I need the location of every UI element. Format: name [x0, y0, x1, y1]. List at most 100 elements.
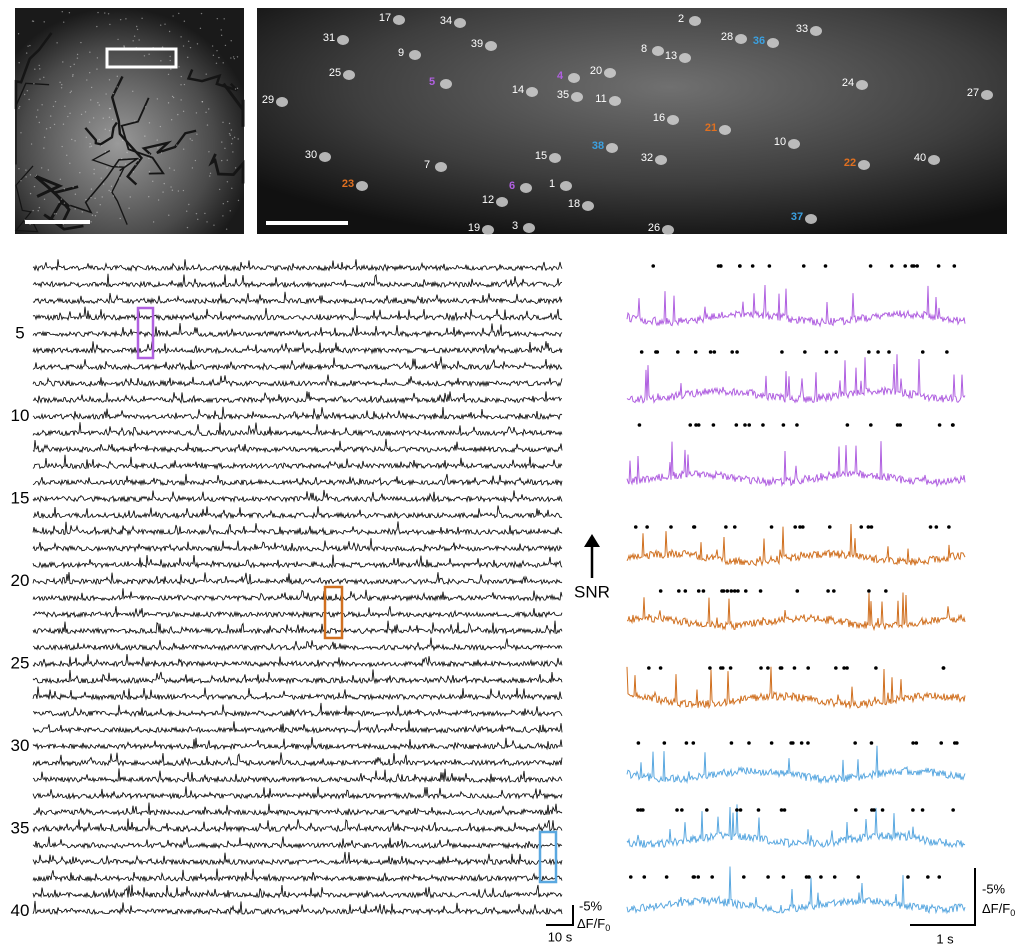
cell-label: 23 — [342, 178, 354, 190]
speck — [39, 78, 41, 80]
speck — [25, 176, 27, 178]
speck — [116, 86, 118, 88]
event-dot — [856, 875, 861, 879]
speck — [182, 110, 185, 113]
trace — [626, 354, 966, 404]
speck — [34, 175, 37, 177]
cell-label: 26 — [648, 222, 660, 234]
speck — [212, 54, 215, 57]
cell — [520, 183, 532, 193]
speck — [96, 68, 98, 70]
speck — [55, 213, 57, 215]
speck — [137, 159, 139, 162]
speck — [168, 167, 171, 169]
speck — [119, 177, 121, 179]
event-dot — [950, 423, 955, 427]
cell-label: 6 — [509, 180, 515, 192]
speck — [109, 107, 111, 110]
cell-label: 34 — [440, 15, 452, 27]
speck — [123, 46, 125, 48]
speck — [45, 128, 48, 130]
vessel — [69, 157, 140, 214]
event-dot — [791, 741, 795, 745]
speck — [138, 157, 141, 160]
speck — [69, 91, 71, 94]
speck — [62, 223, 64, 226]
cell — [440, 79, 452, 89]
trace — [32, 786, 563, 800]
speck — [80, 41, 82, 44]
event-dot — [926, 875, 930, 879]
event-dot — [780, 350, 784, 354]
event-dot — [729, 741, 734, 745]
vessels — [14, 11, 245, 233]
event-dot — [910, 264, 914, 268]
speck — [96, 211, 98, 214]
scale-bar — [910, 868, 976, 926]
row-label: 10 — [11, 406, 30, 425]
speck — [90, 221, 92, 223]
event-dot — [758, 589, 763, 593]
row-label: 35 — [11, 818, 30, 837]
event-dot — [853, 741, 857, 745]
speck — [122, 139, 124, 142]
speck — [167, 73, 170, 76]
event-dot — [651, 264, 656, 268]
cell — [482, 225, 494, 235]
cell — [662, 225, 674, 235]
event-dot — [869, 525, 874, 529]
event-dot — [824, 350, 829, 354]
trace — [32, 521, 563, 537]
event-dot — [730, 350, 735, 354]
trace — [32, 802, 563, 817]
speck — [59, 81, 61, 84]
event-dot — [734, 423, 739, 427]
event-dot — [915, 264, 919, 268]
speck — [169, 55, 171, 58]
speck — [132, 90, 134, 92]
event-dot — [705, 808, 709, 812]
speck — [169, 59, 171, 62]
event-dot — [920, 350, 925, 354]
event-dot — [747, 741, 751, 745]
event-dot — [641, 808, 645, 812]
unit: ΔF/F — [982, 901, 1010, 916]
event-dot — [766, 666, 770, 670]
cell — [343, 70, 355, 80]
event-dot — [939, 741, 944, 745]
cell — [928, 155, 940, 165]
cell — [735, 34, 747, 44]
speck — [236, 87, 239, 90]
speck — [108, 129, 111, 132]
cell — [805, 214, 817, 224]
event-dot — [675, 808, 679, 812]
cell-label: 3 — [512, 220, 518, 232]
event-dot — [712, 350, 717, 354]
speck — [119, 217, 121, 220]
speck — [126, 151, 128, 154]
speck — [90, 86, 93, 89]
speck — [74, 193, 77, 195]
zoom-image — [257, 8, 1007, 234]
speck — [171, 189, 174, 191]
speck — [148, 122, 151, 124]
speck — [33, 83, 35, 85]
event-dot — [636, 741, 641, 745]
event-dot — [639, 350, 644, 354]
speck — [60, 87, 63, 89]
speck — [160, 60, 162, 62]
speck — [196, 43, 199, 45]
trace — [32, 851, 563, 866]
speck — [84, 111, 87, 113]
cell-label: 17 — [379, 12, 391, 24]
event-dot — [804, 875, 809, 879]
speck — [222, 121, 224, 124]
event-dot — [806, 666, 810, 670]
speck — [90, 196, 92, 199]
speck — [162, 191, 164, 193]
event-dot — [658, 666, 663, 670]
speck — [148, 153, 151, 155]
speck — [106, 167, 108, 169]
event-dot — [628, 875, 633, 879]
